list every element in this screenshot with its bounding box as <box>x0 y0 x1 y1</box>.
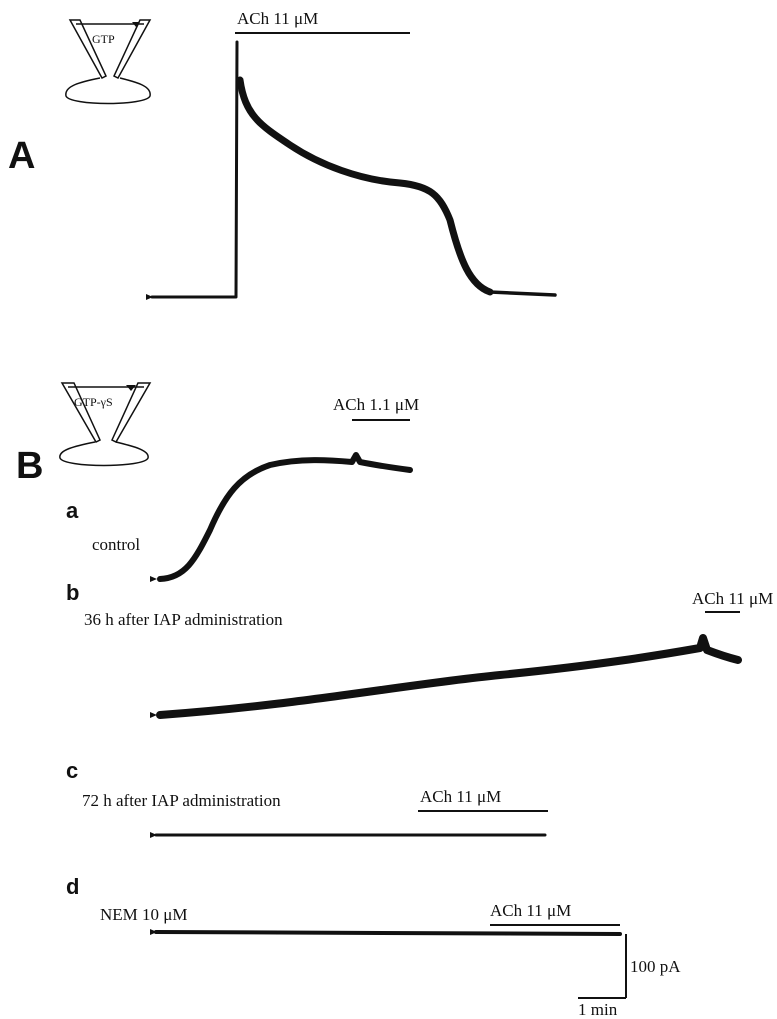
panel-label: B <box>16 445 43 487</box>
trace <box>152 42 237 297</box>
figure: A GTP ACh 11 μM B GTP-γS a control ACh 1… <box>0 0 777 1019</box>
pipette-label: GTP <box>92 32 115 46</box>
trace <box>490 292 555 295</box>
trace-label: d <box>66 874 79 899</box>
baseline-marker <box>150 712 157 718</box>
stimulus-label: ACh 11 μM <box>420 787 501 806</box>
condition-label: 72 h after IAP administration <box>82 791 281 810</box>
trace <box>240 80 490 292</box>
condition-label: 36 h after IAP administration <box>84 610 283 629</box>
stimulus-label: ACh 11 μM <box>490 901 571 920</box>
trace <box>160 638 738 715</box>
panel-label: A <box>8 135 35 177</box>
condition-label: NEM 10 μM <box>100 905 188 924</box>
stimulus-label: ACh 1.1 μM <box>333 395 419 414</box>
trace-label: b <box>66 580 79 605</box>
stimulus-label: ACh 11 μM <box>237 9 318 28</box>
condition-label: control <box>92 535 140 554</box>
trace <box>156 932 620 934</box>
scale-label: 1 min <box>578 1000 618 1019</box>
scale-label: 100 pA <box>630 957 681 976</box>
trace <box>160 455 410 579</box>
stimulus-label: ACh 11 μM <box>692 589 773 608</box>
pipette-label: GTP-γS <box>74 395 113 409</box>
trace-label: c <box>66 758 78 783</box>
baseline-marker <box>150 576 157 582</box>
trace-label: a <box>66 498 79 523</box>
